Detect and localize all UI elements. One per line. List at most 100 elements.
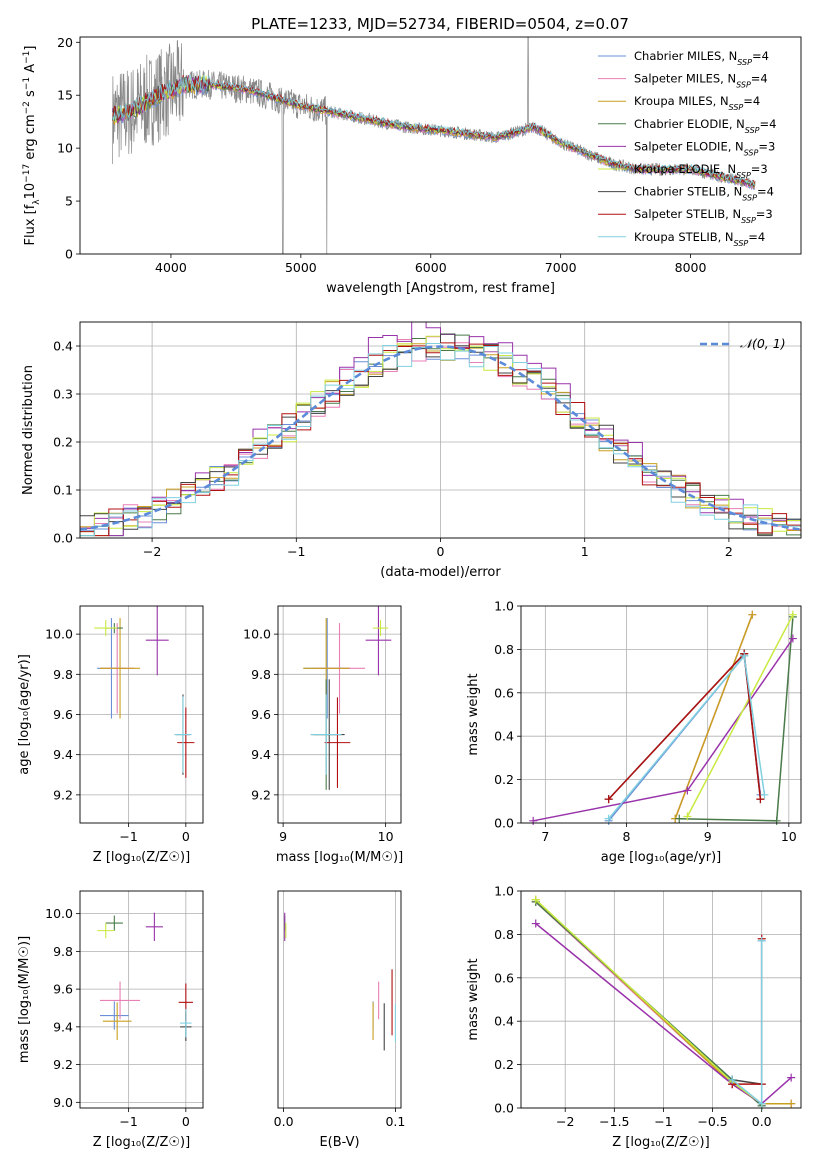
y-tick-label: 9.6	[251, 707, 271, 722]
y-axis-label: age [log₁₀(age/yr)]	[17, 654, 32, 775]
x-axis-label: age [log₁₀(age/yr)]	[601, 850, 722, 865]
y-tick-label: 0.4	[53, 339, 73, 354]
weight-line-salpeter-stelib	[732, 938, 763, 1085]
axes-frame	[277, 605, 402, 824]
y-tick-label: 9.2	[251, 787, 271, 802]
y-tick-label: 0.4	[494, 1014, 514, 1029]
weight-marker	[683, 812, 692, 821]
weight-marker	[604, 814, 613, 823]
x-tick-label: 0.0	[752, 1114, 772, 1129]
y-axis-label-part: Flux [f	[23, 204, 38, 245]
axes-frame	[79, 36, 802, 255]
legend-label: Salpeter MILES, NSSP=4	[634, 72, 768, 90]
x-tick-label: −2	[143, 544, 161, 559]
weight-line-kroupa-stelib	[608, 654, 766, 820]
y-axis-label-part: −1	[22, 51, 32, 64]
weight-marker	[757, 936, 766, 945]
y-axis-label: mass [log₁₀(M/M☉)]	[17, 936, 32, 1063]
x-tick-label: −1	[287, 544, 305, 559]
weight-marker	[787, 1099, 796, 1108]
y-tick-label: 0.0	[494, 816, 514, 831]
weight-marker	[757, 1099, 766, 1108]
y-tick-label: 9.2	[53, 787, 73, 802]
y-tick-label: 0	[65, 247, 73, 262]
x-axis-label: mass [log₁₀(M/M☉)]	[276, 850, 403, 865]
weight-line-kroupa-stelib	[731, 940, 763, 1106]
weight-line-salpeter-elodie	[535, 922, 792, 1105]
residual-histogram-salpeter-elodie	[80, 322, 801, 537]
y-tick-label: 0.0	[494, 1101, 514, 1116]
y-axis-label-part: λ	[32, 199, 42, 205]
y-axis-label-part: erg cm	[23, 114, 38, 163]
panel-age_vs_Z: −1 0 9.2 9.4 9.6 9.8 10.0 Z [log₁₀(Z/Z☉)] age [l…	[17, 605, 204, 865]
legend-label: Chabrier ELODIE, NSSP=4	[634, 117, 776, 135]
x-tick-label: −1	[119, 829, 137, 844]
x-axis-label: E(B-V)	[319, 1135, 359, 1150]
x-tick-label: 6000	[415, 260, 447, 275]
x-tick-label: 0	[182, 1114, 190, 1129]
axes-frame	[79, 605, 204, 824]
y-axis-label-part: 10	[23, 183, 38, 200]
y-tick-label: 20	[57, 35, 73, 50]
x-tick-label: 0.1	[385, 1114, 405, 1129]
weight-marker	[604, 795, 613, 804]
residual-histogram-kroupa-stelib	[80, 343, 801, 537]
legend-label: Kroupa MILES, NSSP=4	[634, 94, 760, 112]
y-tick-label: 9.2	[53, 1057, 73, 1072]
y-axis-label-part: −17	[22, 164, 32, 183]
x-tick-label: 5000	[285, 260, 317, 275]
weight-marker	[529, 816, 538, 825]
axes-frame	[277, 890, 402, 1109]
x-tick-label: 0	[182, 829, 190, 844]
x-tick-label: 0	[437, 544, 445, 559]
weight-marker	[788, 634, 797, 643]
weight-marker	[748, 610, 757, 619]
panel-age_vs_mass: 9 10 9.2 9.4 9.6 9.8 10.0 mass [log₁₀(M/M☉)]	[243, 605, 403, 865]
y-tick-label: 0.8	[494, 642, 514, 657]
weight-marker	[675, 814, 684, 823]
y-tick-label: 9.4	[251, 747, 271, 762]
y-tick-label: 10.0	[243, 627, 271, 642]
y-axis-label: mass weight	[466, 958, 481, 1040]
y-axis-label: mass weight	[466, 673, 481, 755]
x-tick-label: −2	[556, 1114, 574, 1129]
panel-spectrum: 4000 5000 6000 7000 8000 0 5 10 15 20 wavelength […	[22, 35, 802, 296]
x-tick-label: 2	[725, 544, 733, 559]
weight-marker	[740, 651, 749, 660]
x-tick-label: 1	[581, 544, 589, 559]
axes-frame	[79, 890, 204, 1109]
y-axis-label: Flux [fλ10−17 erg cm−2 s−1 A−1]	[22, 46, 42, 246]
axes-frame	[79, 321, 802, 539]
x-tick-label: −1	[119, 1114, 137, 1129]
x-axis-label: Z [log₁₀(Z/Z☉)]	[93, 850, 190, 865]
weight-marker	[788, 610, 797, 619]
residual-histogram-kroupa-miles	[80, 343, 801, 537]
y-tick-label: 0.2	[53, 435, 73, 450]
x-tick-label: 8	[623, 829, 631, 844]
y-tick-label: 0.8	[494, 927, 514, 942]
y-tick-label: 0.2	[494, 1057, 514, 1072]
x-tick-label: 10	[781, 829, 797, 844]
normal-legend-label: 𝒩(0, 1)	[740, 336, 786, 351]
y-axis-label-part: s	[23, 90, 38, 101]
x-axis-label: (data-model)/error	[380, 565, 501, 580]
panel-mass_vs_EBV: 0.0 0.1 E(B-V)	[274, 890, 405, 1150]
weight-line-salpeter-elodie	[533, 638, 794, 822]
x-tick-label: 7000	[545, 260, 577, 275]
weight-line-kroupa-elodie	[535, 899, 763, 1105]
panel-weight_vs_Z: −2 −1.5 −1 −0.5 0.0 0.0 0.2 0.4 0.6 0.8 1.0 Z [log₁…	[466, 884, 802, 1150]
figure-title: PLATE=1233, MJD=52734, FIBERID=0504, z=0…	[251, 15, 629, 33]
y-tick-label: 0.1	[53, 483, 73, 498]
y-tick-label: 0.6	[494, 685, 514, 700]
y-tick-label: 9.8	[53, 667, 73, 682]
x-tick-label: 4000	[155, 260, 187, 275]
residual-histogram-chabrier-stelib	[80, 333, 801, 537]
y-axis-label-part: ]	[23, 46, 38, 51]
x-tick-label: 10	[378, 829, 394, 844]
y-tick-label: 9.6	[53, 982, 73, 997]
y-tick-label: 9.6	[53, 707, 73, 722]
weight-marker	[683, 786, 692, 795]
y-axis-label-part: −2	[22, 101, 32, 114]
x-tick-label: 8000	[675, 260, 707, 275]
x-tick-label: 0.0	[274, 1114, 294, 1129]
